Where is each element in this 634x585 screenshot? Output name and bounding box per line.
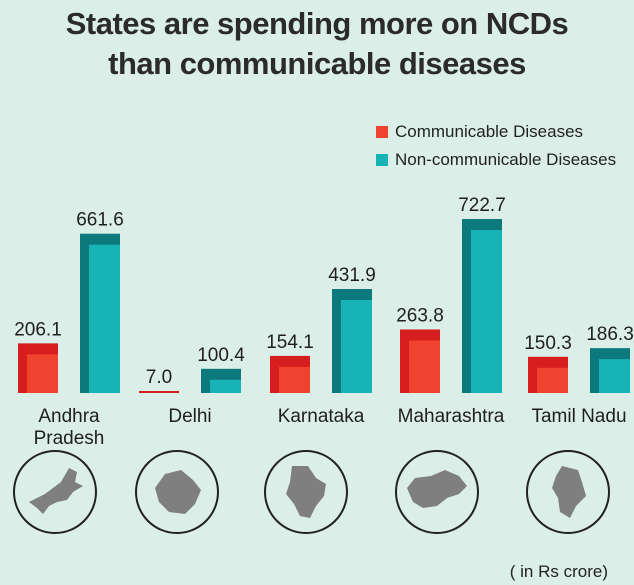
chart-title-line-1: States are spending more on NCDs bbox=[65, 6, 569, 41]
bar-ncd-tamil-nadu-face bbox=[599, 359, 630, 393]
legend-item-communicable: Communicable Diseases bbox=[376, 118, 616, 146]
category-label-delhi: Delhi bbox=[168, 406, 211, 427]
map-circle-karnataka bbox=[264, 450, 348, 534]
category-label-maharashtra: Maharashtra bbox=[398, 406, 505, 427]
bar-communicable-delhi bbox=[139, 391, 179, 393]
bar-communicable-maharashtra-face bbox=[409, 340, 440, 393]
legend-item-ncd: Non-communicable Diseases bbox=[376, 146, 616, 174]
unit-note: ( in Rs crore) bbox=[509, 562, 608, 581]
tamil-nadu-map-icon bbox=[552, 466, 586, 518]
bar-communicable-karnataka-face bbox=[279, 366, 310, 393]
value-label-ncd-tamil-nadu: 186.3 bbox=[586, 324, 634, 345]
value-label-ncd-karnataka: 431.9 bbox=[328, 265, 376, 286]
value-label-ncd-maharashtra: 722.7 bbox=[458, 195, 506, 216]
map-circle-maharashtra bbox=[395, 450, 479, 534]
value-label-ncd-andhra-pradesh: 661.6 bbox=[76, 210, 124, 231]
maharashtra-map-icon bbox=[407, 470, 467, 508]
legend-swatch-communicable bbox=[376, 126, 388, 138]
andhra-pradesh-map-icon bbox=[29, 468, 83, 514]
bar-communicable-andhra-pradesh-face bbox=[27, 354, 58, 393]
map-circle-andhra-pradesh bbox=[13, 450, 97, 534]
map-circle-delhi bbox=[135, 450, 219, 534]
bar-ncd-karnataka-face bbox=[341, 300, 372, 393]
delhi-map-icon bbox=[155, 470, 201, 514]
karnataka-map-icon bbox=[286, 466, 326, 518]
value-label-ncd-delhi: 100.4 bbox=[197, 345, 245, 366]
map-circle-tamil-nadu bbox=[526, 450, 610, 534]
bar-ncd-maharashtra-face bbox=[471, 230, 502, 393]
value-label-communicable-tamil-nadu: 150.3 bbox=[524, 333, 572, 354]
legend-label-ncd: Non-communicable Diseases bbox=[395, 150, 617, 169]
value-label-communicable-delhi: 7.0 bbox=[146, 367, 172, 388]
category-label-tamil-nadu: Tamil Nadu bbox=[531, 406, 626, 427]
category-label-karnataka: Karnataka bbox=[278, 406, 365, 427]
chart-title: States are spending more on NCDs than co… bbox=[0, 4, 634, 84]
legend: Communicable Diseases Non-communicable D… bbox=[376, 118, 616, 174]
value-label-communicable-karnataka: 154.1 bbox=[266, 332, 314, 353]
bar-ncd-delhi-face bbox=[210, 379, 241, 393]
bar-ncd-andhra-pradesh-face bbox=[89, 244, 120, 393]
chart-title-line-2: than communicable diseases bbox=[108, 46, 526, 81]
legend-swatch-ncd bbox=[376, 154, 388, 166]
value-label-communicable-maharashtra: 263.8 bbox=[396, 305, 444, 326]
value-label-communicable-andhra-pradesh: 206.1 bbox=[14, 319, 62, 340]
bar-communicable-tamil-nadu-face bbox=[537, 367, 568, 393]
category-label-andhra-pradesh: Andhra Pradesh bbox=[34, 406, 105, 449]
legend-label-communicable: Communicable Diseases bbox=[395, 122, 584, 141]
